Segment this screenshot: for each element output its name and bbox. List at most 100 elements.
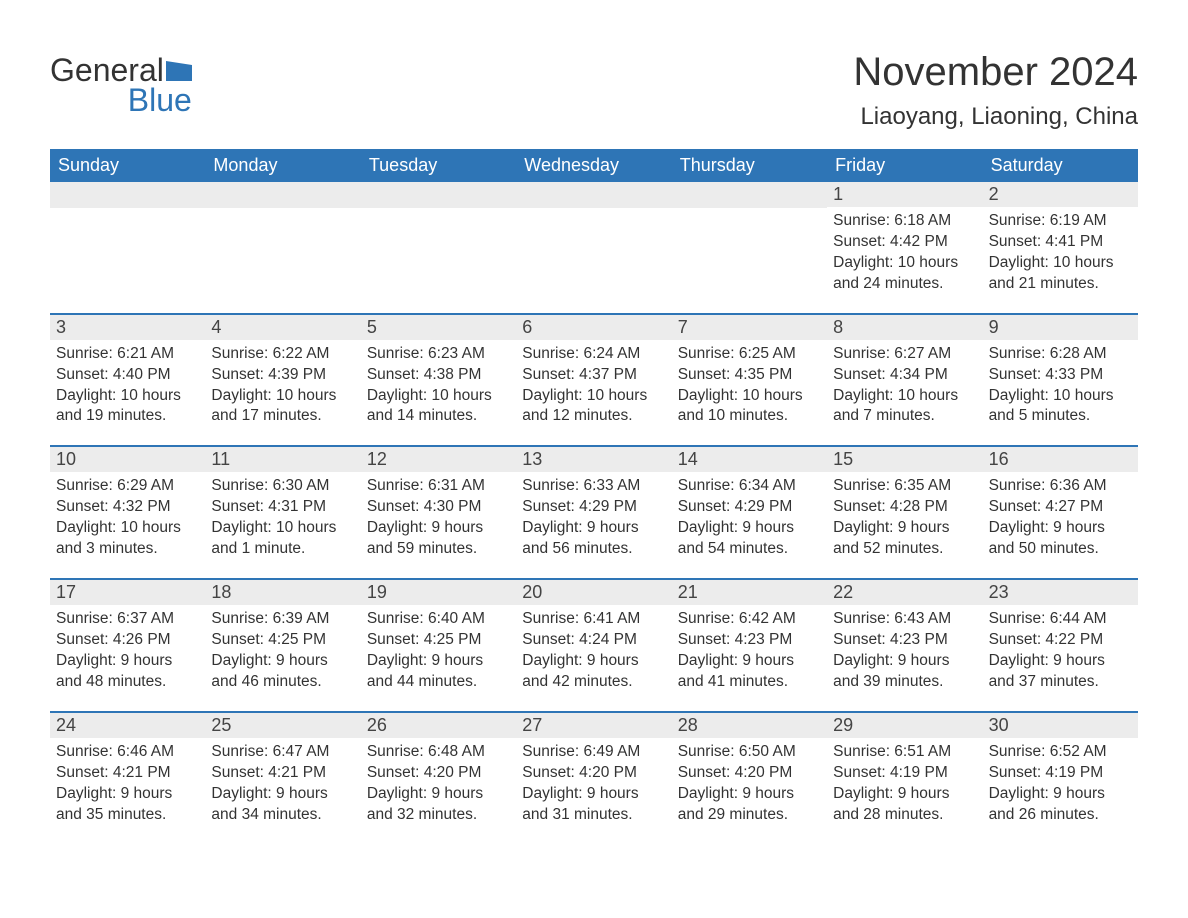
day-number: 6	[516, 315, 671, 340]
weekday-cell: Wednesday	[516, 149, 671, 182]
sunrise-text: Sunrise: 6:43 AM	[833, 609, 976, 630]
daylight-line2: and 21 minutes.	[989, 274, 1132, 295]
sunrise-text: Sunrise: 6:33 AM	[522, 476, 665, 497]
sunrise-text: Sunrise: 6:46 AM	[56, 742, 199, 763]
day-cell: 2Sunrise: 6:19 AMSunset: 4:41 PMDaylight…	[983, 182, 1138, 295]
day-body: Sunrise: 6:30 AMSunset: 4:31 PMDaylight:…	[205, 472, 360, 560]
day-body: Sunrise: 6:27 AMSunset: 4:34 PMDaylight:…	[827, 340, 982, 428]
sunrise-text: Sunrise: 6:51 AM	[833, 742, 976, 763]
sunset-text: Sunset: 4:23 PM	[678, 630, 821, 651]
day-cell: 23Sunrise: 6:44 AMSunset: 4:22 PMDayligh…	[983, 580, 1138, 693]
daylight-line2: and 5 minutes.	[989, 406, 1132, 427]
day-number: 18	[205, 580, 360, 605]
day-body: Sunrise: 6:37 AMSunset: 4:26 PMDaylight:…	[50, 605, 205, 693]
sunset-text: Sunset: 4:31 PM	[211, 497, 354, 518]
daylight-line1: Daylight: 10 hours	[989, 253, 1132, 274]
day-cell: 3Sunrise: 6:21 AMSunset: 4:40 PMDaylight…	[50, 315, 205, 428]
daylight-line1: Daylight: 9 hours	[989, 651, 1132, 672]
day-number	[50, 182, 205, 208]
daylight-line1: Daylight: 10 hours	[989, 386, 1132, 407]
daylight-line1: Daylight: 9 hours	[522, 651, 665, 672]
day-cell: 12Sunrise: 6:31 AMSunset: 4:30 PMDayligh…	[361, 447, 516, 560]
day-body: Sunrise: 6:35 AMSunset: 4:28 PMDaylight:…	[827, 472, 982, 560]
daylight-line1: Daylight: 9 hours	[678, 651, 821, 672]
day-number: 11	[205, 447, 360, 472]
daylight-line1: Daylight: 9 hours	[833, 651, 976, 672]
sunrise-text: Sunrise: 6:48 AM	[367, 742, 510, 763]
day-number: 23	[983, 580, 1138, 605]
weekday-cell: Thursday	[672, 149, 827, 182]
day-number: 24	[50, 713, 205, 738]
sunset-text: Sunset: 4:20 PM	[522, 763, 665, 784]
day-body: Sunrise: 6:44 AMSunset: 4:22 PMDaylight:…	[983, 605, 1138, 693]
sunset-text: Sunset: 4:32 PM	[56, 497, 199, 518]
sunrise-text: Sunrise: 6:39 AM	[211, 609, 354, 630]
day-number: 25	[205, 713, 360, 738]
day-body: Sunrise: 6:51 AMSunset: 4:19 PMDaylight:…	[827, 738, 982, 826]
daylight-line1: Daylight: 9 hours	[367, 518, 510, 539]
day-number: 8	[827, 315, 982, 340]
sunset-text: Sunset: 4:23 PM	[833, 630, 976, 651]
logo-text: General Blue	[50, 50, 192, 116]
day-body: Sunrise: 6:18 AMSunset: 4:42 PMDaylight:…	[827, 207, 982, 295]
day-cell	[516, 182, 671, 295]
daylight-line2: and 54 minutes.	[678, 539, 821, 560]
week-row: 24 Sunrise: 6:46 AMSunset: 4:21 PM Dayligh…	[50, 711, 1138, 826]
sunrise-text: Sunrise: 6:30 AM	[211, 476, 354, 497]
sunrise-text: Sunrise: 6:50 AM	[678, 742, 821, 763]
daylight-line2: and 31 minutes.	[522, 805, 665, 826]
sunset-text: Sunset: 4:22 PM	[989, 630, 1132, 651]
day-cell: 13Sunrise: 6:33 AMSunset: 4:29 PMDayligh…	[516, 447, 671, 560]
daylight-line1: Daylight: 9 hours	[56, 651, 199, 672]
daylight-line2: and 26 minutes.	[989, 805, 1132, 826]
sunset-text: Sunset: 4:19 PM	[833, 763, 976, 784]
day-cell: 8Sunrise: 6:27 AMSunset: 4:34 PMDaylight…	[827, 315, 982, 428]
daylight-line1: Daylight: 9 hours	[522, 784, 665, 805]
day-number: 10	[50, 447, 205, 472]
day-body: Sunrise: 6:36 AMSunset: 4:27 PMDaylight:…	[983, 472, 1138, 560]
day-body: Sunrise: 6:29 AMSunset: 4:32 PMDaylight:…	[50, 472, 205, 560]
day-number	[361, 182, 516, 208]
weekday-header-row: SundayMondayTuesdayWednesdayThursdayFrid…	[50, 149, 1138, 182]
day-body: Sunrise: 6:28 AMSunset: 4:33 PMDaylight:…	[983, 340, 1138, 428]
sunrise-text: Sunrise: 6:52 AM	[989, 742, 1132, 763]
sunset-text: Sunset: 4:35 PM	[678, 365, 821, 386]
sunrise-text: Sunrise: 6:47 AM	[211, 742, 354, 763]
day-number	[205, 182, 360, 208]
sunset-text: Sunset: 4:19 PM	[989, 763, 1132, 784]
sunset-text: Sunset: 4:41 PM	[989, 232, 1132, 253]
day-body: Sunrise: 6:19 AMSunset: 4:41 PMDaylight:…	[983, 207, 1138, 295]
day-cell: 22Sunrise: 6:43 AMSunset: 4:23 PMDayligh…	[827, 580, 982, 693]
sunrise-text: Sunrise: 6:42 AM	[678, 609, 821, 630]
weekday-cell: Monday	[205, 149, 360, 182]
daylight-line2: and 3 minutes.	[56, 539, 199, 560]
day-body: Sunrise: 6:25 AMSunset: 4:35 PMDaylight:…	[672, 340, 827, 428]
day-number: 13	[516, 447, 671, 472]
daylight-line2: and 19 minutes.	[56, 406, 199, 427]
day-cell: 11Sunrise: 6:30 AMSunset: 4:31 PMDayligh…	[205, 447, 360, 560]
month-title: November 2024	[853, 50, 1138, 95]
day-body: Sunrise: 6:52 AMSunset: 4:19 PMDaylight:…	[983, 738, 1138, 826]
day-body: Sunrise: 6:31 AMSunset: 4:30 PMDaylight:…	[361, 472, 516, 560]
sunset-text: Sunset: 4:20 PM	[367, 763, 510, 784]
sunset-text: Sunset: 4:21 PM	[56, 763, 199, 784]
sunrise-text: Sunrise: 6:22 AM	[211, 344, 354, 365]
sunset-text: Sunset: 4:37 PM	[522, 365, 665, 386]
daylight-line1: Daylight: 10 hours	[367, 386, 510, 407]
daylight-line1: Daylight: 9 hours	[367, 784, 510, 805]
day-body: Sunrise: 6:50 AMSunset: 4:20 PMDaylight:…	[672, 738, 827, 826]
daylight-line1: Daylight: 9 hours	[367, 651, 510, 672]
daylight-line2: and 7 minutes.	[833, 406, 976, 427]
daylight-line1: Daylight: 9 hours	[833, 518, 976, 539]
day-number	[516, 182, 671, 208]
day-number: 29	[827, 713, 982, 738]
day-body: Sunrise: 6:23 AMSunset: 4:38 PMDaylight:…	[361, 340, 516, 428]
sunset-text: Sunset: 4:40 PM	[56, 365, 199, 386]
day-cell: 5Sunrise: 6:23 AMSunset: 4:38 PMDaylight…	[361, 315, 516, 428]
week-row: 1Sunrise: 6:18 AMSunset: 4:42 PMDaylight…	[50, 182, 1138, 295]
daylight-line2: and 24 minutes.	[833, 274, 976, 295]
sunrise-text: Sunrise: 6:49 AM	[522, 742, 665, 763]
day-body: Sunrise: 6:41 AMSunset: 4:24 PMDaylight:…	[516, 605, 671, 693]
sunset-text: Sunset: 4:38 PM	[367, 365, 510, 386]
daylight-line2: and 50 minutes.	[989, 539, 1132, 560]
